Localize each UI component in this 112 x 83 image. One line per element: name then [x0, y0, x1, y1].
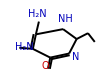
Text: NH: NH: [58, 15, 73, 24]
Text: H₂N: H₂N: [15, 42, 33, 52]
Text: O: O: [41, 61, 49, 71]
Text: N: N: [72, 52, 80, 62]
Text: H₂N: H₂N: [28, 9, 47, 19]
